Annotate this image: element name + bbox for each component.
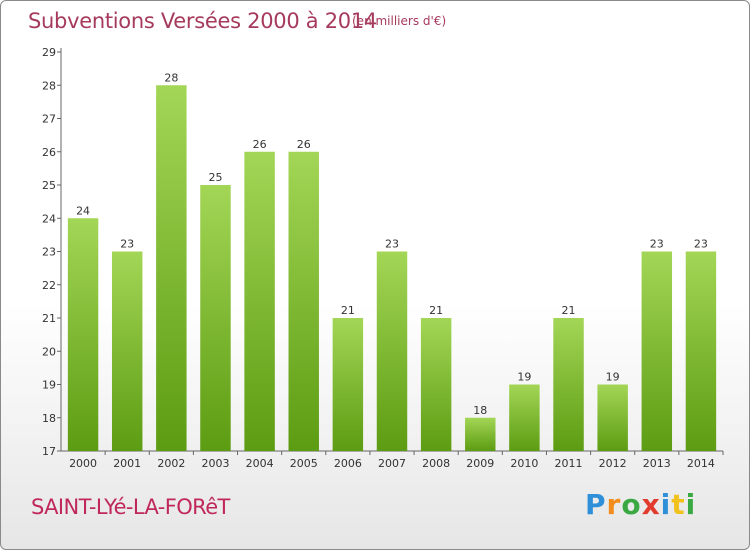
x-tick-label: 2003	[201, 457, 229, 470]
x-tick-label: 2000	[69, 457, 97, 470]
value-label: 21	[562, 304, 576, 317]
value-label: 18	[473, 404, 487, 417]
unit-label: (en milliers d'€)	[352, 14, 447, 28]
x-tick-label: 2012	[599, 457, 627, 470]
y-tick-label: 17	[42, 445, 56, 458]
logo-letter: x	[641, 488, 661, 521]
bar	[509, 384, 540, 451]
value-label: 19	[517, 371, 531, 384]
bar	[420, 318, 452, 451]
x-tick-label: 2011	[555, 457, 583, 470]
x-tick-label: 2004	[246, 457, 274, 470]
x-tick-label: 2001	[113, 457, 141, 470]
value-label: 19	[606, 371, 620, 384]
bar	[597, 384, 628, 451]
y-tick-label: 29	[42, 46, 56, 59]
x-tick-label: 2008	[422, 457, 450, 470]
logo-letter: o	[621, 488, 642, 521]
value-label: 26	[297, 138, 311, 151]
bar	[553, 318, 584, 451]
bar	[288, 151, 319, 451]
y-tick-label: 21	[42, 312, 56, 325]
x-tick-label: 2014	[687, 457, 715, 470]
value-label: 24	[76, 204, 90, 217]
logo-letter: t	[671, 488, 686, 521]
bar	[332, 318, 364, 451]
logo-letter: i	[660, 488, 672, 521]
value-label: 23	[385, 238, 399, 251]
bar	[465, 417, 496, 451]
bars	[67, 85, 717, 451]
value-label: 23	[650, 238, 664, 251]
y-tick-label: 20	[42, 345, 56, 358]
commune-name: SAINT-LYé-LA-FORêT	[31, 495, 230, 519]
x-tick-label: 2006	[334, 457, 362, 470]
y-tick-label: 26	[42, 146, 56, 159]
x-tick-label: 2002	[157, 457, 185, 470]
value-label: 23	[694, 238, 708, 251]
y-tick-label: 28	[42, 79, 56, 92]
value-label: 26	[253, 138, 267, 151]
value-label: 23	[120, 238, 134, 251]
x-tick-label: 2009	[466, 457, 494, 470]
value-label: 28	[164, 71, 178, 84]
y-tick-label: 24	[42, 212, 56, 225]
value-label: 25	[208, 171, 222, 184]
y-tick-label: 23	[42, 246, 56, 259]
axes: 17 18 19 20 21 22 23 24 25 26 27 28 29 2000 2001 2002 20…	[42, 46, 724, 470]
x-tick-label: 2013	[643, 457, 671, 470]
bar	[200, 185, 231, 451]
x-tick-label: 2005	[290, 457, 318, 470]
bar	[641, 251, 673, 451]
y-tick-label: 27	[42, 113, 56, 126]
logo-letter: r	[606, 488, 622, 521]
proxiti-logo[interactable]: Proxiti	[585, 488, 696, 521]
value-labels: 24 23 28 25 26 26 21 23 21 18 19 21 19 23 23	[76, 71, 708, 417]
chart-title: Subventions Versées 2000 à 2014	[28, 9, 377, 33]
bar	[685, 251, 717, 451]
bar	[156, 85, 187, 451]
bar	[67, 218, 99, 451]
y-tick-label: 18	[42, 412, 56, 425]
bar	[244, 151, 275, 451]
x-tick-label: 2007	[378, 457, 406, 470]
y-tick-label: 19	[42, 379, 56, 392]
bar	[376, 251, 408, 451]
value-label: 21	[341, 304, 355, 317]
y-tick-label: 22	[42, 279, 56, 292]
logo-letter: i	[685, 488, 697, 521]
bar	[111, 251, 143, 451]
value-label: 21	[429, 304, 443, 317]
x-tick-label: 2010	[510, 457, 538, 470]
logo-letter: P	[585, 488, 607, 521]
y-tick-label: 25	[42, 179, 56, 192]
